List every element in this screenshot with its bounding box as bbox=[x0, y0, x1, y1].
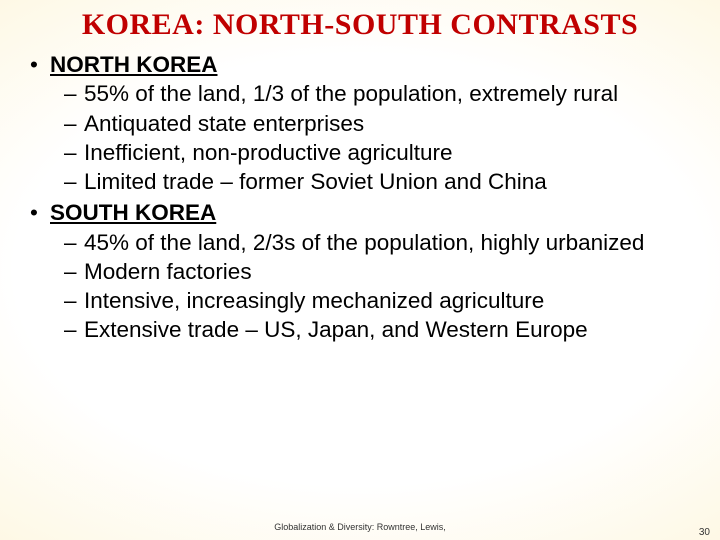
bullet-icon: • bbox=[30, 198, 50, 227]
item-text: Antiquated state enterprises bbox=[84, 109, 668, 138]
item-text: Inefficient, non-productive agriculture bbox=[84, 138, 668, 167]
slide-title: KOREA: NORTH-SOUTH CONTRASTS bbox=[0, 8, 720, 42]
dash-icon: – bbox=[64, 286, 84, 315]
item-text: 45% of the land, 2/3s of the population,… bbox=[84, 228, 668, 257]
item-text: Modern factories bbox=[84, 257, 668, 286]
dash-icon: – bbox=[64, 228, 84, 257]
list-item: – 45% of the land, 2/3s of the populatio… bbox=[64, 228, 696, 257]
page-number: 30 bbox=[699, 527, 710, 538]
section-north: • NORTH KOREA – 55% of the land, 1/3 of … bbox=[24, 50, 696, 196]
dash-icon: – bbox=[64, 315, 84, 344]
dash-icon: – bbox=[64, 109, 84, 138]
section-head: • NORTH KOREA bbox=[30, 50, 696, 79]
dash-icon: – bbox=[64, 138, 84, 167]
list-item: – Extensive trade – US, Japan, and Weste… bbox=[64, 315, 696, 344]
footer-citation: Globalization & Diversity: Rowntree, Lew… bbox=[0, 522, 720, 540]
section-heading: NORTH KOREA bbox=[50, 50, 218, 79]
item-text: 55% of the land, 1/3 of the population, … bbox=[84, 79, 668, 108]
list-item: – Limited trade – former Soviet Union an… bbox=[64, 167, 696, 196]
section-heading: SOUTH KOREA bbox=[50, 198, 216, 227]
list-item: – Modern factories bbox=[64, 257, 696, 286]
slide-content: • NORTH KOREA – 55% of the land, 1/3 of … bbox=[0, 50, 720, 345]
list-item: – Antiquated state enterprises bbox=[64, 109, 696, 138]
item-text: Extensive trade – US, Japan, and Western… bbox=[84, 315, 668, 344]
list-item: – Intensive, increasingly mechanized agr… bbox=[64, 286, 696, 315]
item-text: Limited trade – former Soviet Union and … bbox=[84, 167, 668, 196]
list-item: – Inefficient, non-productive agricultur… bbox=[64, 138, 696, 167]
dash-icon: – bbox=[64, 167, 84, 196]
dash-icon: – bbox=[64, 257, 84, 286]
section-south: • SOUTH KOREA – 45% of the land, 2/3s of… bbox=[24, 198, 696, 344]
section-head: • SOUTH KOREA bbox=[30, 198, 696, 227]
bullet-icon: • bbox=[30, 50, 50, 79]
list-item: – 55% of the land, 1/3 of the population… bbox=[64, 79, 696, 108]
slide: KOREA: NORTH-SOUTH CONTRASTS • NORTH KOR… bbox=[0, 0, 720, 540]
dash-icon: – bbox=[64, 79, 84, 108]
item-text: Intensive, increasingly mechanized agric… bbox=[84, 286, 668, 315]
